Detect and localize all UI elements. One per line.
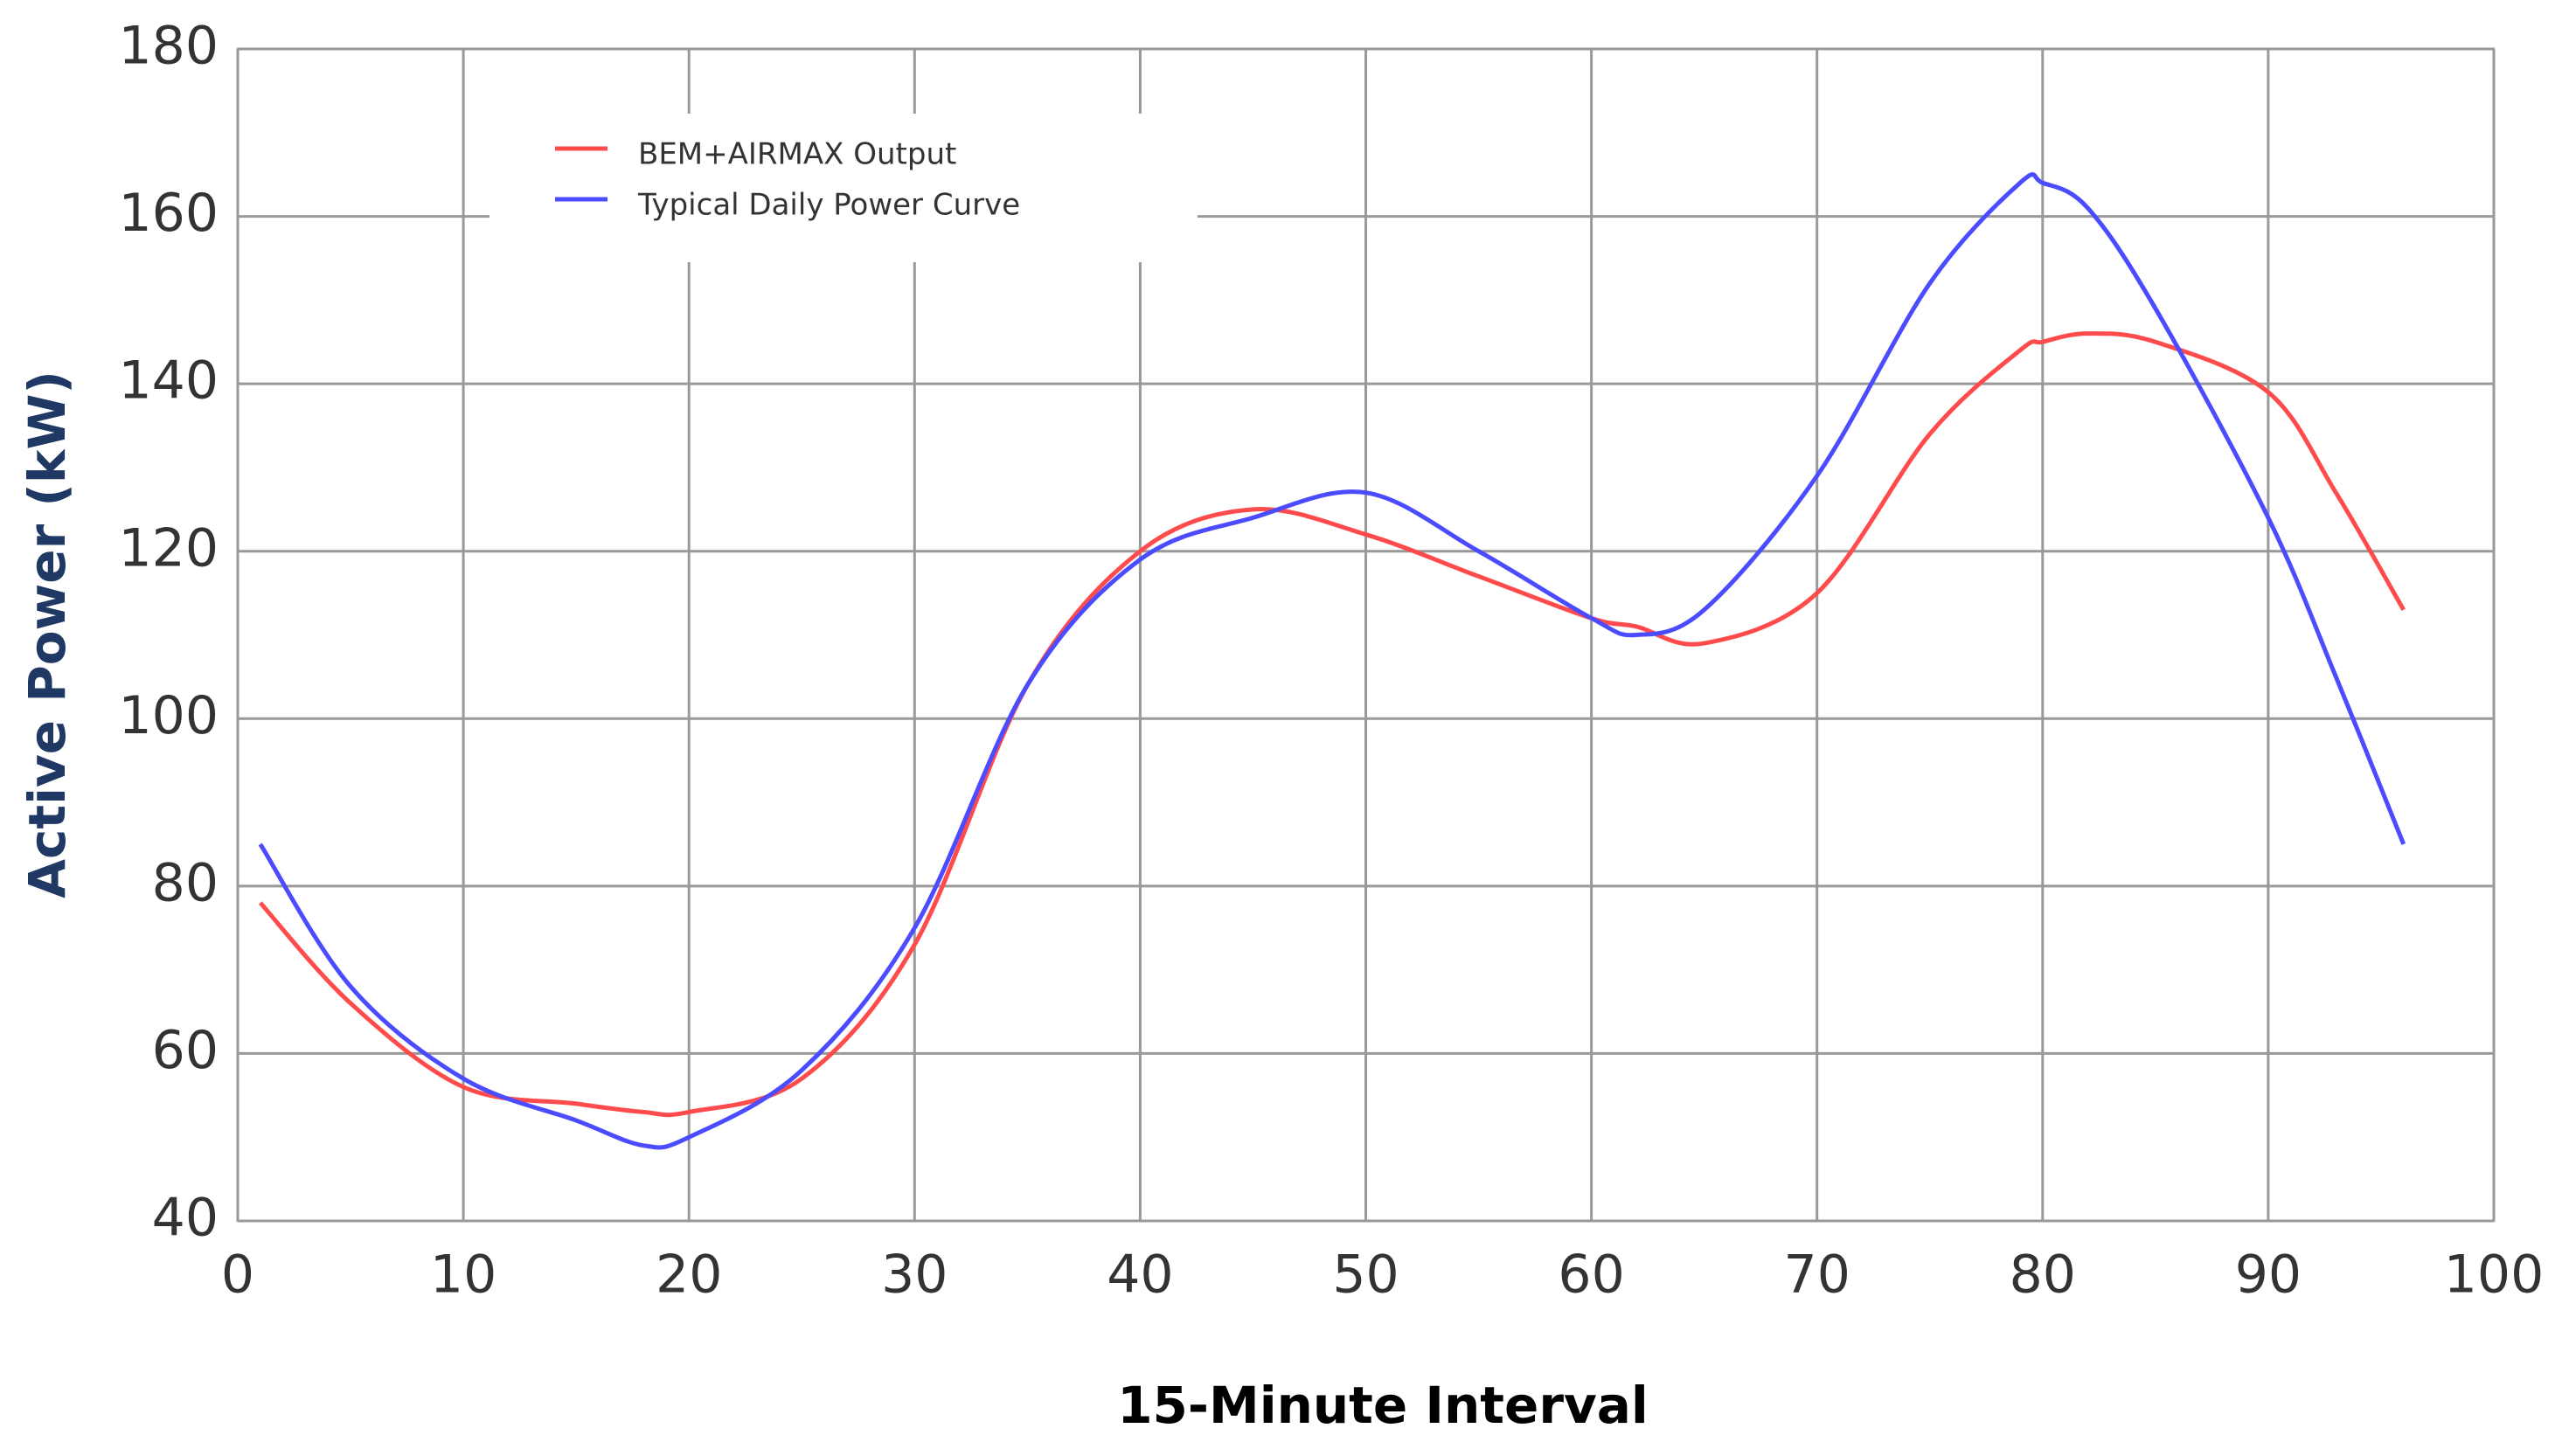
series-line — [258, 172, 2406, 1150]
legend-label: BEM+AIRMAX Output — [638, 137, 956, 172]
x-tick-label: 80 — [2010, 1245, 2076, 1306]
series-line — [258, 331, 2406, 1118]
legend-box — [489, 114, 1198, 262]
x-tick-label: 40 — [1107, 1245, 1173, 1306]
x-tick-label: 30 — [881, 1245, 948, 1306]
y-tick-label: 140 — [118, 350, 219, 412]
y-axis-label: Active Power (kW) — [17, 371, 77, 898]
x-tick-label: 20 — [656, 1245, 722, 1306]
y-tick-label: 160 — [118, 183, 219, 244]
y-tick-label: 80 — [152, 852, 219, 913]
x-axis-label: 15-Minute Interval — [1117, 1376, 1649, 1435]
y-tick-label: 120 — [118, 517, 219, 579]
y-tick-label: 100 — [118, 685, 219, 746]
y-tick-label: 180 — [118, 16, 219, 77]
x-tick-label: 90 — [2235, 1245, 2302, 1306]
x-tick-label: 0 — [221, 1245, 254, 1306]
x-tick-label: 60 — [1558, 1245, 1624, 1306]
y-tick-label: 40 — [152, 1188, 219, 1249]
x-tick-label: 50 — [1332, 1245, 1399, 1306]
y-tick-label: 60 — [152, 1020, 219, 1081]
x-tick-label: 70 — [1784, 1245, 1850, 1306]
x-tick-label: 100 — [2444, 1245, 2545, 1306]
legend-label: Typical Daily Power Curve — [637, 188, 1020, 223]
x-tick-label: 10 — [430, 1245, 496, 1306]
